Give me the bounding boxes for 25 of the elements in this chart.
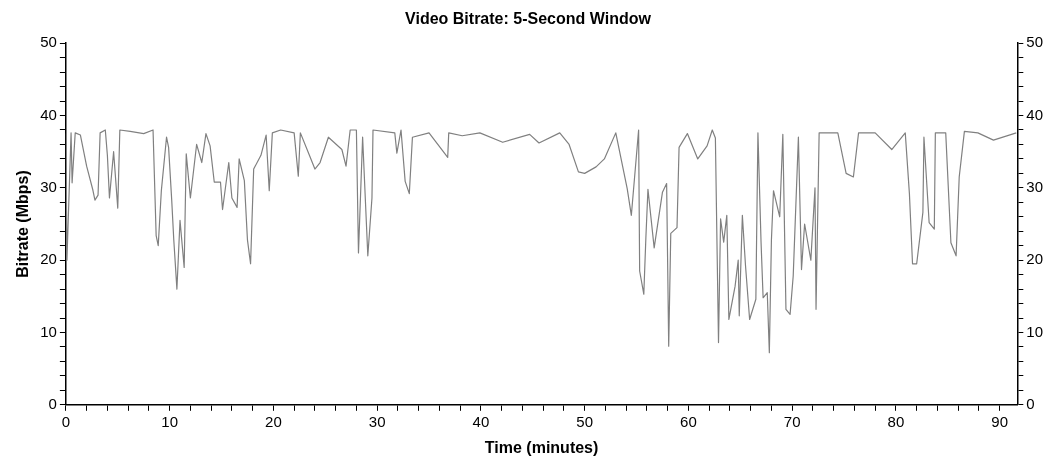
y-tick-label: 10 [40, 322, 57, 340]
x-axis-title: Time (minutes) [484, 438, 599, 456]
x-tick-label: 0 [61, 412, 71, 430]
chart-title: Video Bitrate: 5-Second Window [405, 10, 652, 28]
y-tick-label: 0 [48, 394, 57, 412]
y2-tick-label: 30 [1026, 177, 1043, 195]
y2-tick-label: 0 [1026, 394, 1035, 412]
y2-tick-label: 20 [1026, 250, 1043, 268]
y2-tick-label: 40 [1026, 105, 1043, 123]
y-axis-title: Bitrate (Mbps) [14, 170, 32, 278]
x-tick-label: 30 [368, 412, 386, 430]
y-tick-label: 50 [40, 33, 57, 51]
x-tick-label: 90 [991, 412, 1009, 430]
x-tick-label: 60 [680, 412, 697, 430]
y2-tick-label: 10 [1026, 322, 1043, 340]
y-tick-label: 40 [40, 105, 57, 123]
x-tick-label: 10 [161, 412, 178, 430]
x-tick-label: 20 [265, 412, 282, 430]
x-tick-label: 80 [887, 412, 905, 430]
x-tick-label: 70 [783, 412, 801, 430]
x-tick-label: 50 [576, 412, 593, 430]
x-tick-label: 40 [472, 412, 490, 430]
y-tick-label: 20 [40, 250, 57, 268]
y2-tick-label: 50 [1026, 33, 1043, 51]
y-tick-label: 30 [40, 177, 57, 195]
